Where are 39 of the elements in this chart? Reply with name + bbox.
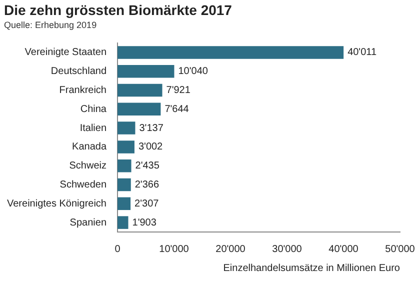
chart-subtitle: Quelle: Erhebung 2019: [4, 20, 97, 30]
y-tick-label: Frankreich: [59, 85, 107, 96]
bar: [118, 140, 134, 154]
y-tick-label: Schweiz: [69, 160, 107, 172]
data-label: 2'366: [134, 180, 160, 190]
data-label: 2'435: [135, 160, 160, 172]
y-tick-label: Deutschland: [50, 66, 107, 78]
data-label: 1'903: [132, 217, 157, 228]
bar: [118, 122, 136, 134]
x-tick-label: 30'000: [272, 244, 302, 255]
y-tick-label: Schweden: [60, 180, 107, 190]
x-axis-title: Einzelhandelsumsätze in Millionen Euro: [223, 262, 400, 274]
bar: [118, 216, 128, 229]
bar: [118, 64, 174, 78]
x-tick-label: 0: [114, 244, 121, 255]
x-tick-label: 40'000: [328, 244, 359, 255]
data-label: 10'040: [178, 66, 208, 78]
bar: [118, 84, 162, 97]
bar: [118, 159, 132, 172]
data-label: 7'644: [164, 104, 190, 115]
y-tick-label: Vereinigte Staaten: [24, 47, 107, 58]
data-label: 3'002: [138, 142, 164, 153]
y-tick-label: Vereinigtes Königreich: [6, 198, 107, 210]
data-label: 7'921: [166, 85, 191, 96]
data-label: 2'307: [134, 198, 160, 210]
bar: [118, 46, 344, 59]
data-label: 40'011: [348, 47, 377, 58]
y-tick-label: Kanada: [72, 142, 107, 153]
bar: [118, 178, 131, 192]
x-tick-label: 20'000: [216, 244, 246, 255]
bar: [118, 197, 131, 210]
y-tick-label: Spanien: [70, 217, 107, 228]
data-label: 3'137: [139, 122, 164, 134]
y-tick-label: Italien: [80, 122, 107, 134]
bar: [118, 102, 161, 116]
x-tick-label: 50'000: [385, 244, 416, 255]
y-tick-label: China: [80, 104, 107, 115]
x-tick-label: 10'000: [159, 244, 190, 255]
chart-title: Die zehn grössten Biomärkte 2017: [4, 2, 232, 18]
